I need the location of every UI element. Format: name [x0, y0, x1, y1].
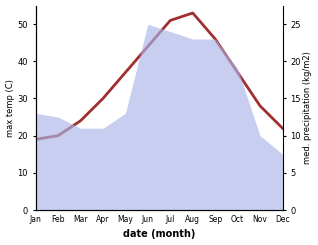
X-axis label: date (month): date (month): [123, 230, 195, 239]
Y-axis label: max temp (C): max temp (C): [5, 79, 15, 137]
Y-axis label: med. precipitation (kg/m2): med. precipitation (kg/m2): [303, 51, 313, 164]
